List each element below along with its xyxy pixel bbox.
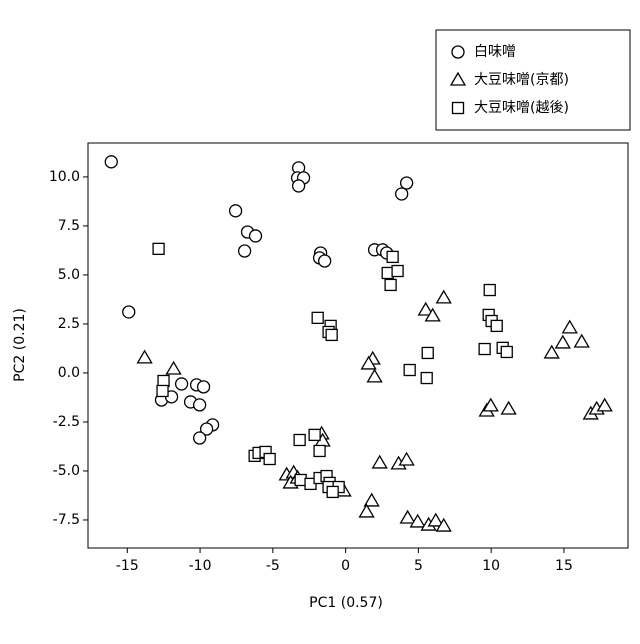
data-point [105, 156, 117, 168]
data-point [392, 266, 403, 277]
data-point [387, 251, 398, 262]
data-point [421, 373, 432, 384]
data-point [176, 378, 188, 390]
y-tick-label: 10.0 [49, 169, 80, 185]
y-tick-label: -2.5 [53, 414, 80, 430]
data-point [501, 346, 512, 357]
data-point [312, 312, 323, 323]
data-point [422, 347, 433, 358]
y-tick-label: 2.5 [58, 316, 80, 332]
x-tick-label: -15 [116, 558, 139, 574]
data-point [327, 486, 338, 497]
data-point [294, 434, 305, 445]
x-tick-label: 0 [341, 558, 350, 574]
x-tick-label: -10 [189, 558, 212, 574]
data-point [198, 381, 210, 393]
legend-marker [453, 103, 464, 114]
x-tick-label: 15 [555, 558, 573, 574]
y-tick-label: -5.0 [53, 463, 80, 479]
data-point [401, 177, 413, 189]
x-axis-label: PC1 (0.57) [309, 595, 383, 611]
y-tick-label: 7.5 [58, 218, 80, 234]
data-point [314, 445, 325, 456]
data-point [123, 306, 135, 318]
y-tick-label: 0.0 [58, 365, 80, 381]
data-point [153, 243, 164, 254]
y-axis-label: PC2 (0.21) [12, 308, 28, 382]
data-point [293, 180, 305, 192]
data-point [230, 205, 242, 217]
data-point [326, 329, 337, 340]
x-tick-label: 10 [482, 558, 500, 574]
data-point [194, 399, 206, 411]
x-tick-label: -5 [266, 558, 280, 574]
legend-label: 白味噌 [474, 44, 516, 60]
chart: PC1 (0.57) PC2 (0.21) -15 -10 -5 0 5 10 15 -7.5… [0, 0, 640, 640]
data-point [250, 230, 262, 242]
data-point [157, 385, 168, 396]
data-point [264, 454, 275, 465]
data-point [491, 320, 502, 331]
data-point [239, 245, 251, 257]
legend-label: 大豆味噌(京都) [474, 72, 569, 88]
data-point [396, 188, 408, 200]
data-point [479, 344, 490, 355]
data-point [194, 432, 206, 444]
legend-marker [452, 46, 464, 58]
data-point [319, 255, 331, 267]
y-tick-label: 5.0 [58, 267, 80, 283]
legend-label: 大豆味噌(越後) [474, 100, 569, 116]
data-point [385, 279, 396, 290]
data-point [309, 429, 320, 440]
data-point [484, 285, 495, 296]
data-point [404, 365, 415, 376]
y-tick-label: -7.5 [53, 512, 80, 528]
x-tick-label: 5 [414, 558, 423, 574]
